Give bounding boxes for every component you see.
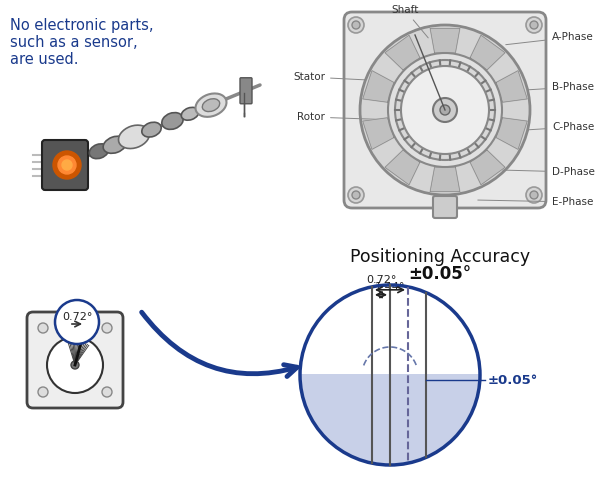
Ellipse shape — [119, 125, 149, 149]
Circle shape — [58, 156, 76, 174]
Ellipse shape — [142, 122, 161, 137]
Text: Shaft: Shaft — [391, 5, 428, 38]
Polygon shape — [385, 35, 420, 70]
Text: 0.72°: 0.72° — [366, 275, 396, 285]
Circle shape — [102, 387, 112, 397]
Circle shape — [348, 17, 364, 33]
Polygon shape — [363, 118, 394, 149]
Ellipse shape — [89, 144, 109, 159]
Polygon shape — [430, 167, 460, 192]
Text: B-Phase: B-Phase — [528, 82, 594, 92]
Circle shape — [352, 191, 360, 199]
Circle shape — [38, 387, 48, 397]
Text: Stator: Stator — [293, 72, 365, 82]
Circle shape — [388, 53, 502, 167]
Text: such as a sensor,: such as a sensor, — [10, 35, 137, 50]
Circle shape — [395, 60, 495, 160]
FancyBboxPatch shape — [240, 78, 252, 104]
Text: are used.: are used. — [10, 52, 79, 67]
Circle shape — [55, 300, 99, 344]
Polygon shape — [385, 150, 420, 185]
Circle shape — [360, 25, 530, 195]
Circle shape — [102, 323, 112, 333]
Polygon shape — [363, 71, 394, 102]
Text: 0.72°: 0.72° — [62, 312, 92, 322]
Polygon shape — [470, 150, 505, 185]
Circle shape — [401, 66, 489, 154]
Text: D-Phase: D-Phase — [503, 167, 595, 177]
Text: Positioning Accuracy: Positioning Accuracy — [350, 248, 530, 266]
Circle shape — [62, 160, 72, 170]
Circle shape — [352, 21, 360, 29]
Text: ±0.05°: ±0.05° — [488, 373, 538, 387]
Ellipse shape — [181, 107, 199, 120]
Circle shape — [526, 17, 542, 33]
Circle shape — [47, 337, 103, 393]
Polygon shape — [496, 118, 527, 149]
FancyBboxPatch shape — [433, 196, 457, 218]
FancyBboxPatch shape — [344, 12, 546, 208]
Ellipse shape — [162, 113, 183, 129]
Circle shape — [440, 105, 450, 115]
Polygon shape — [300, 375, 480, 465]
FancyBboxPatch shape — [27, 312, 123, 408]
Circle shape — [348, 187, 364, 203]
FancyBboxPatch shape — [42, 140, 88, 190]
Circle shape — [530, 191, 538, 199]
Circle shape — [530, 21, 538, 29]
Ellipse shape — [202, 99, 220, 112]
Text: No electronic parts,: No electronic parts, — [10, 18, 154, 33]
Text: 1.44°: 1.44° — [375, 282, 405, 292]
Circle shape — [433, 98, 457, 122]
FancyArrowPatch shape — [142, 312, 297, 376]
Ellipse shape — [196, 93, 226, 117]
Circle shape — [53, 151, 81, 179]
Text: A-Phase: A-Phase — [506, 32, 594, 45]
Circle shape — [38, 323, 48, 333]
Text: ±0.05°: ±0.05° — [409, 265, 472, 283]
Polygon shape — [430, 28, 460, 53]
Polygon shape — [496, 71, 527, 102]
Circle shape — [526, 187, 542, 203]
Text: E-Phase: E-Phase — [478, 197, 593, 207]
Polygon shape — [470, 35, 505, 70]
Text: C-Phase: C-Phase — [528, 122, 594, 132]
Ellipse shape — [103, 136, 127, 153]
Circle shape — [71, 361, 79, 369]
Text: Rotor: Rotor — [297, 112, 394, 122]
